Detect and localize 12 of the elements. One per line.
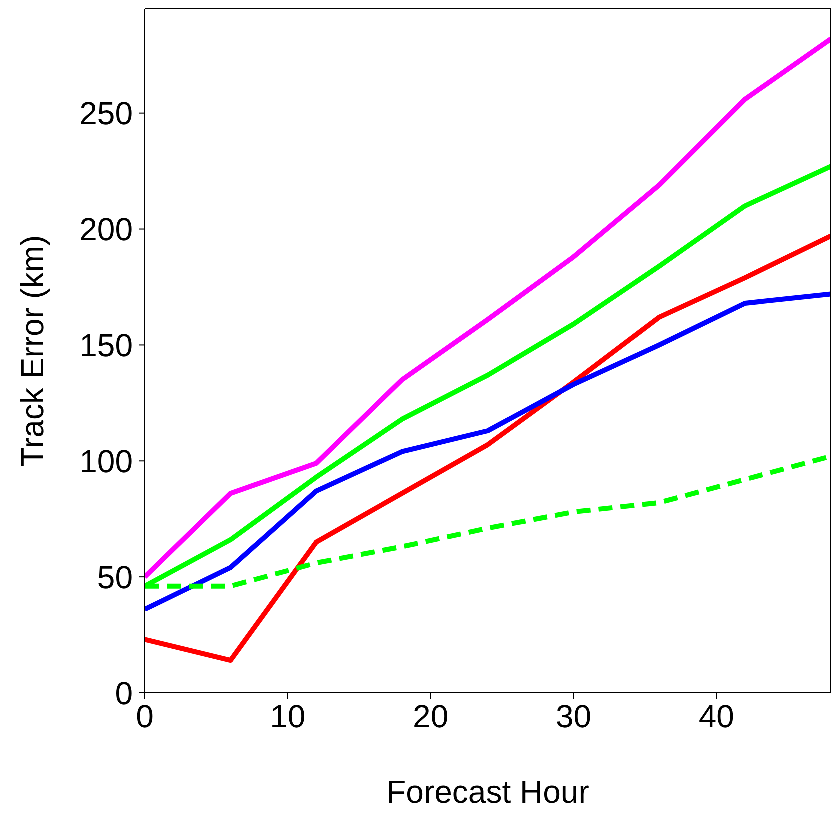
x-axis-title: Forecast Hour bbox=[386, 774, 590, 810]
y-tick-label: 250 bbox=[80, 96, 133, 132]
x-tick-label: 30 bbox=[556, 698, 592, 735]
y-tick-label: 0 bbox=[115, 675, 133, 712]
y-tick-label: 100 bbox=[80, 443, 133, 480]
y-axis-title: Track Error (km) bbox=[14, 235, 50, 467]
y-tick-label: 50 bbox=[97, 559, 133, 596]
y-tick-label: 200 bbox=[80, 212, 133, 248]
x-tick-label: 10 bbox=[270, 698, 306, 735]
x-tick-label: 20 bbox=[413, 698, 449, 735]
x-tick-label: 40 bbox=[698, 698, 734, 735]
y-tick-label: 150 bbox=[80, 328, 133, 364]
